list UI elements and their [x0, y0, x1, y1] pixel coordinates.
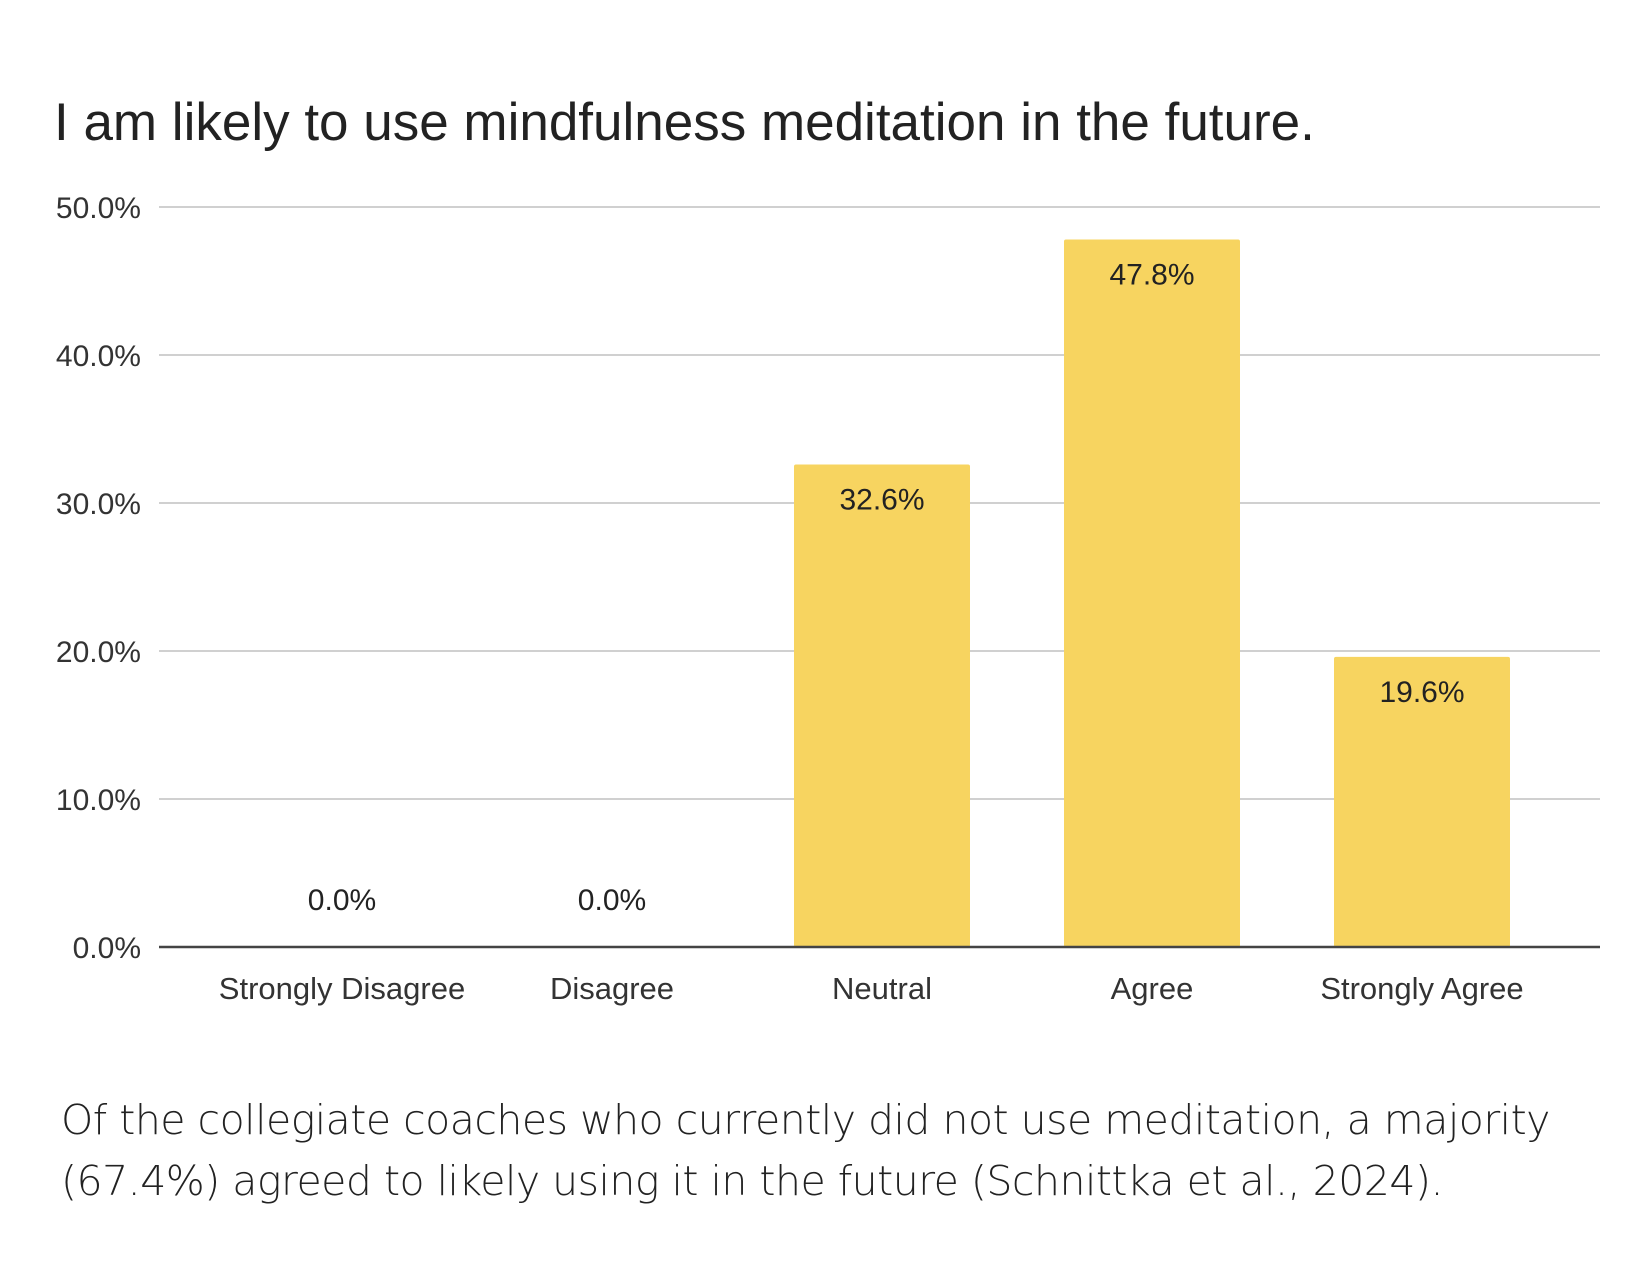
x-tick-label: Agree [1111, 971, 1194, 1006]
bar-neutral [794, 464, 970, 947]
bar-strongly-agree [1334, 656, 1510, 947]
x-tick-label: Strongly Disagree [219, 971, 465, 1006]
bar-chart: 0.0% 10.0% 20.0% 30.0% 40.0% 50.0% 0.0% Strongl… [56, 192, 1600, 1006]
y-tick-label: 50.0% [56, 192, 141, 225]
x-tick-label: Strongly Agree [1320, 971, 1523, 1006]
y-tick-label: 40.0% [56, 340, 141, 373]
y-tick-label: 0.0% [73, 932, 141, 965]
chart-title: I am likely to use mindfulness meditatio… [54, 93, 1315, 152]
y-tick-label: 20.0% [56, 636, 141, 669]
y-tick-label: 10.0% [56, 784, 141, 817]
data-label: 0.0% [578, 884, 646, 917]
y-tick-label: 30.0% [56, 488, 141, 521]
x-tick-label: Disagree [550, 971, 674, 1006]
data-label: 0.0% [308, 884, 376, 917]
caption: Of the collegiate coaches who currently … [61, 1096, 1550, 1205]
data-label: 19.6% [1379, 676, 1464, 709]
data-label: 32.6% [839, 484, 924, 517]
x-tick-label: Neutral [832, 971, 932, 1006]
bar-agree [1064, 239, 1240, 947]
data-label: 47.8% [1109, 259, 1194, 292]
